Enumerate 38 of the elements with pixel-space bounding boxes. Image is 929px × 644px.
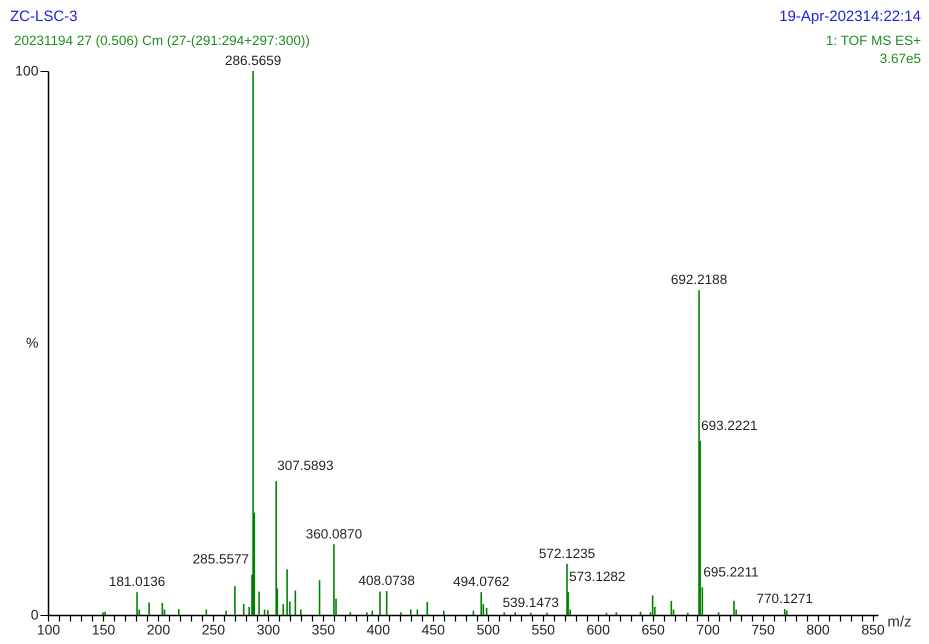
- x-tick-label: 100: [36, 622, 60, 638]
- x-tick-label: 400: [366, 622, 390, 638]
- annotation: 572.1235: [538, 546, 596, 561]
- annotation: 539.1473: [502, 594, 559, 610]
- text: 3.67e5: [880, 51, 921, 66]
- y-tick-label: 0: [30, 606, 39, 622]
- x-tick-label: 200: [146, 622, 170, 638]
- annotation: 573.1282: [569, 569, 626, 584]
- x-tick-label: 850: [861, 622, 885, 638]
- x-tick-label: 750: [751, 622, 775, 638]
- annotation: 285.5577: [192, 552, 249, 567]
- chart-title: ZC-LSC-3: [10, 8, 78, 25]
- x-tick-label: 700: [696, 622, 720, 638]
- annotation: 307.5893: [277, 458, 334, 474]
- x-tick-label: 350: [312, 622, 336, 638]
- annotation: 494.0762: [453, 574, 510, 590]
- annotation: 693.2221: [701, 418, 758, 433]
- text: 19-Apr-202314:22:14: [779, 8, 921, 25]
- x-tick-label: 500: [476, 622, 500, 638]
- y-axis-title: %: [26, 334, 38, 350]
- x-axis-title: m/z: [887, 614, 912, 630]
- annotation: 286.5659: [224, 53, 282, 68]
- text: 1: TOF MS ES+: [826, 33, 921, 48]
- x-tick-label: 550: [532, 622, 556, 638]
- x-tick-label: 600: [586, 622, 610, 638]
- chart-subtitle: 20231194 27 (0.506) Cm (27-(291:294+297:300)): [14, 33, 310, 48]
- annotation: 408.0738: [358, 573, 415, 588]
- x-tick-label: 650: [641, 622, 666, 638]
- x-tick-label: 300: [256, 622, 280, 638]
- x-tick-label: 250: [202, 622, 226, 638]
- x-tick-label: 800: [806, 622, 830, 638]
- annotation: 181.0136: [108, 574, 166, 590]
- x-tick-label: 450: [422, 622, 446, 638]
- annotation: 360.0870: [306, 526, 362, 542]
- annotation: 770.1271: [756, 591, 813, 606]
- x-tick-label: 150: [92, 622, 116, 638]
- annotation: 695.2211: [703, 564, 759, 580]
- annotation: 692.2188: [670, 272, 728, 288]
